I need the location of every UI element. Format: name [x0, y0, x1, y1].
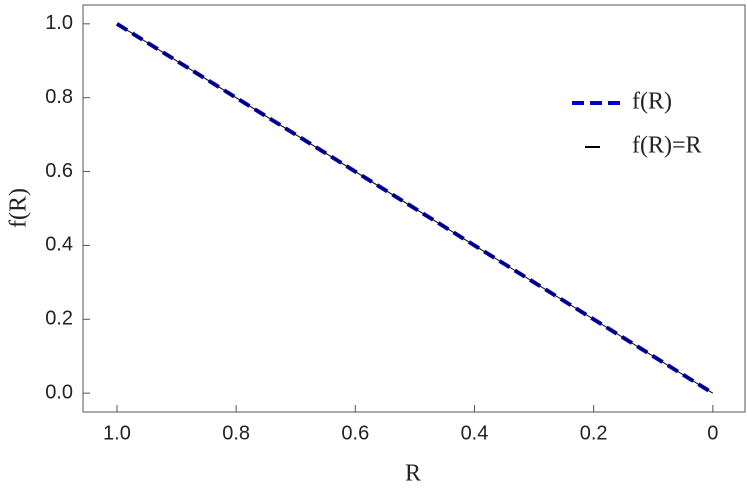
y-tick-label: 0.4 [45, 234, 73, 256]
y-tick-label: 0.6 [45, 160, 73, 182]
legend-label: f(R)=R [632, 133, 702, 159]
plot-frame [82, 4, 746, 413]
x-tick-label: 0.4 [461, 422, 489, 444]
y-tick-label: 0.2 [45, 308, 73, 330]
x-tick-label: 1.0 [103, 422, 131, 444]
y-axis-title: f(R) [6, 188, 32, 228]
x-tick-label: 0.2 [580, 422, 608, 444]
legend-label: f(R) [632, 89, 672, 115]
x-tick-label: 0.6 [341, 422, 369, 444]
x-tick-label: 0.8 [222, 422, 250, 444]
x-tick-label: 0 [707, 422, 718, 444]
y-tick-label: 0.0 [45, 381, 73, 403]
y-tick-label: 0.8 [45, 86, 73, 108]
y-tick-label: 1.0 [45, 12, 73, 34]
x-axis-title: R [405, 461, 421, 487]
line [116, 23, 714, 394]
